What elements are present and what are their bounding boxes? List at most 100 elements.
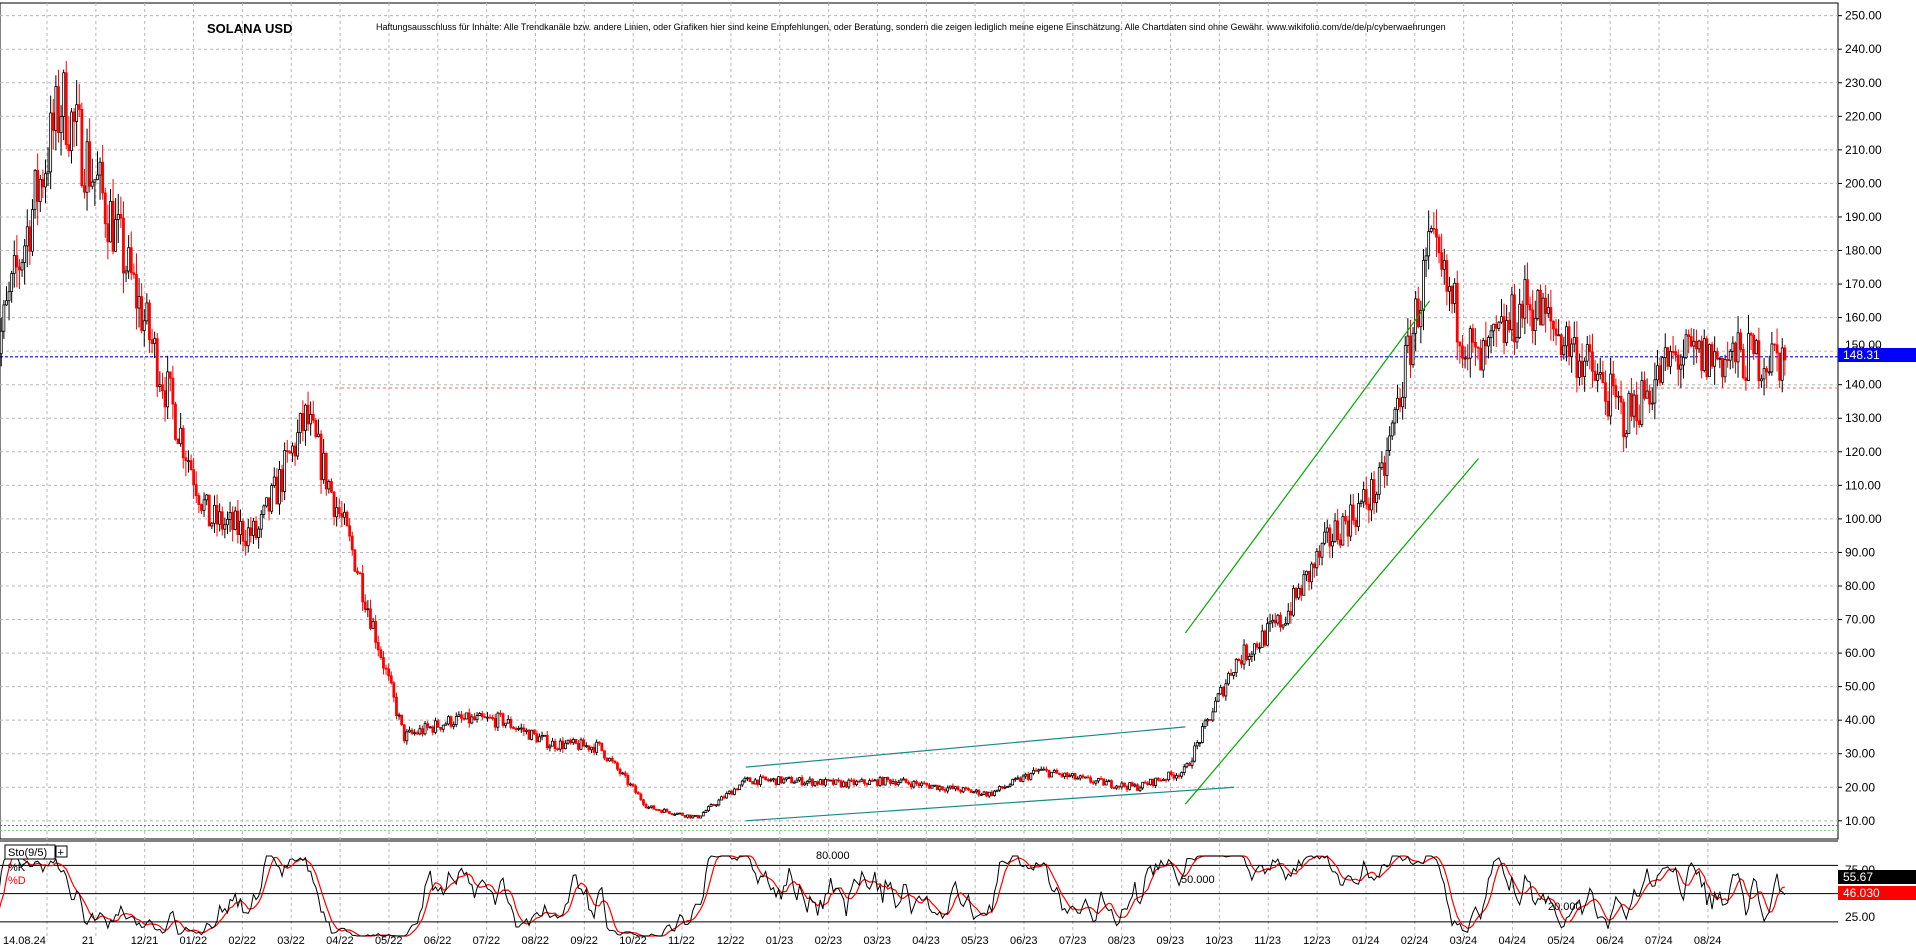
candle-body bbox=[332, 491, 336, 518]
candle-body bbox=[1000, 786, 1004, 789]
candle-body bbox=[1120, 782, 1124, 788]
candle-body bbox=[1640, 380, 1644, 425]
candle-body bbox=[1643, 380, 1646, 399]
candle-body bbox=[928, 784, 931, 789]
candle-body bbox=[662, 808, 666, 813]
candle-body bbox=[1328, 527, 1332, 547]
candle-body bbox=[1060, 773, 1064, 777]
candle-body bbox=[566, 739, 570, 744]
candle-body bbox=[1401, 396, 1405, 408]
candle-body bbox=[644, 804, 648, 809]
candle-body bbox=[1359, 501, 1363, 504]
candle-body bbox=[1055, 770, 1059, 774]
candle-body bbox=[1266, 623, 1269, 646]
y-axis-tick-label: 170.00 bbox=[1845, 277, 1882, 291]
candle-body bbox=[1609, 373, 1613, 417]
candle-body bbox=[1479, 347, 1483, 371]
candle-body bbox=[1162, 778, 1165, 782]
candle-body bbox=[436, 720, 440, 728]
candle-body bbox=[262, 505, 266, 515]
candle-body bbox=[272, 476, 276, 486]
candle-body bbox=[1034, 769, 1038, 772]
candle-body bbox=[779, 776, 783, 784]
candle-body bbox=[1175, 775, 1178, 779]
candle-body bbox=[140, 296, 144, 331]
candle-body bbox=[1455, 282, 1459, 343]
x-axis-tick-label: 11/22 bbox=[668, 935, 695, 947]
y-axis-tick-label: 50.00 bbox=[1845, 680, 1875, 694]
candle-body bbox=[592, 746, 596, 753]
candle-body bbox=[514, 728, 518, 730]
candle-body bbox=[1734, 342, 1737, 363]
candle-body bbox=[426, 723, 430, 728]
candle-body bbox=[330, 481, 333, 493]
candle-body bbox=[241, 521, 245, 542]
candle-body bbox=[239, 521, 242, 536]
candle-body bbox=[1718, 357, 1722, 360]
candle-body bbox=[712, 804, 716, 806]
candle-body bbox=[852, 779, 856, 785]
y-axis-tick-label: 200.00 bbox=[1845, 176, 1882, 190]
candle-body bbox=[681, 812, 684, 816]
candle-body bbox=[1107, 780, 1111, 783]
y-axis-tick-label: 90.00 bbox=[1845, 545, 1875, 559]
candle-body bbox=[1294, 587, 1298, 599]
candle-body bbox=[545, 734, 549, 749]
candle-body bbox=[668, 811, 671, 814]
candle-body bbox=[1167, 771, 1171, 781]
candle-body bbox=[1214, 700, 1217, 713]
candle-body bbox=[1627, 393, 1631, 435]
candle-body bbox=[1383, 462, 1386, 476]
candle-body bbox=[1234, 658, 1238, 673]
candle-body bbox=[1331, 541, 1334, 547]
candle-body bbox=[1726, 359, 1730, 361]
candle-body bbox=[54, 86, 58, 131]
candle-body bbox=[1016, 777, 1020, 780]
stoch-indicator-label[interactable]: Sto(9/5) bbox=[8, 847, 47, 859]
candle-body bbox=[818, 779, 822, 785]
candle-body bbox=[1715, 351, 1719, 360]
candle-body bbox=[1110, 780, 1113, 788]
candle-body bbox=[746, 777, 749, 780]
candle-body bbox=[1604, 382, 1607, 402]
candle-body bbox=[522, 727, 526, 732]
candle-body bbox=[909, 783, 913, 788]
candle-body bbox=[740, 780, 744, 786]
candle-body bbox=[1422, 259, 1425, 311]
candle-body bbox=[1770, 343, 1774, 373]
candle-body bbox=[127, 247, 131, 272]
candle-body bbox=[1583, 360, 1587, 377]
candle-body bbox=[821, 779, 825, 786]
y-axis-tick-label: 20.00 bbox=[1845, 780, 1875, 794]
candle-body bbox=[1203, 720, 1207, 727]
candle-body bbox=[38, 178, 42, 202]
candle-body bbox=[1250, 653, 1254, 657]
candle-body bbox=[1273, 619, 1277, 624]
candle-body bbox=[119, 214, 123, 219]
candle-body bbox=[1193, 745, 1197, 762]
candle-body bbox=[506, 718, 510, 724]
candle-body bbox=[1682, 357, 1685, 366]
stoch-d-value: 46.030 bbox=[1843, 886, 1880, 900]
candle-body bbox=[1227, 673, 1230, 685]
candle-body bbox=[90, 181, 94, 187]
stoch-expand-button[interactable] bbox=[55, 845, 68, 858]
candle-body bbox=[75, 104, 79, 122]
candle-body bbox=[2, 304, 6, 332]
candle-body bbox=[808, 778, 812, 782]
candle-body bbox=[428, 726, 432, 729]
candle-body bbox=[1700, 340, 1704, 371]
candle-body bbox=[1019, 777, 1022, 782]
candle-body bbox=[402, 724, 406, 742]
candle-body bbox=[363, 601, 367, 610]
candle-body bbox=[220, 511, 224, 530]
candle-body bbox=[1666, 347, 1670, 367]
candle-body bbox=[782, 778, 786, 784]
candle-body bbox=[948, 785, 952, 789]
candle-body bbox=[720, 796, 723, 801]
candle-body bbox=[137, 296, 141, 309]
candle-body bbox=[1593, 370, 1597, 381]
candle-body bbox=[226, 519, 229, 526]
stoch-label-box[interactable] bbox=[4, 844, 56, 860]
candle-body bbox=[1032, 769, 1035, 774]
